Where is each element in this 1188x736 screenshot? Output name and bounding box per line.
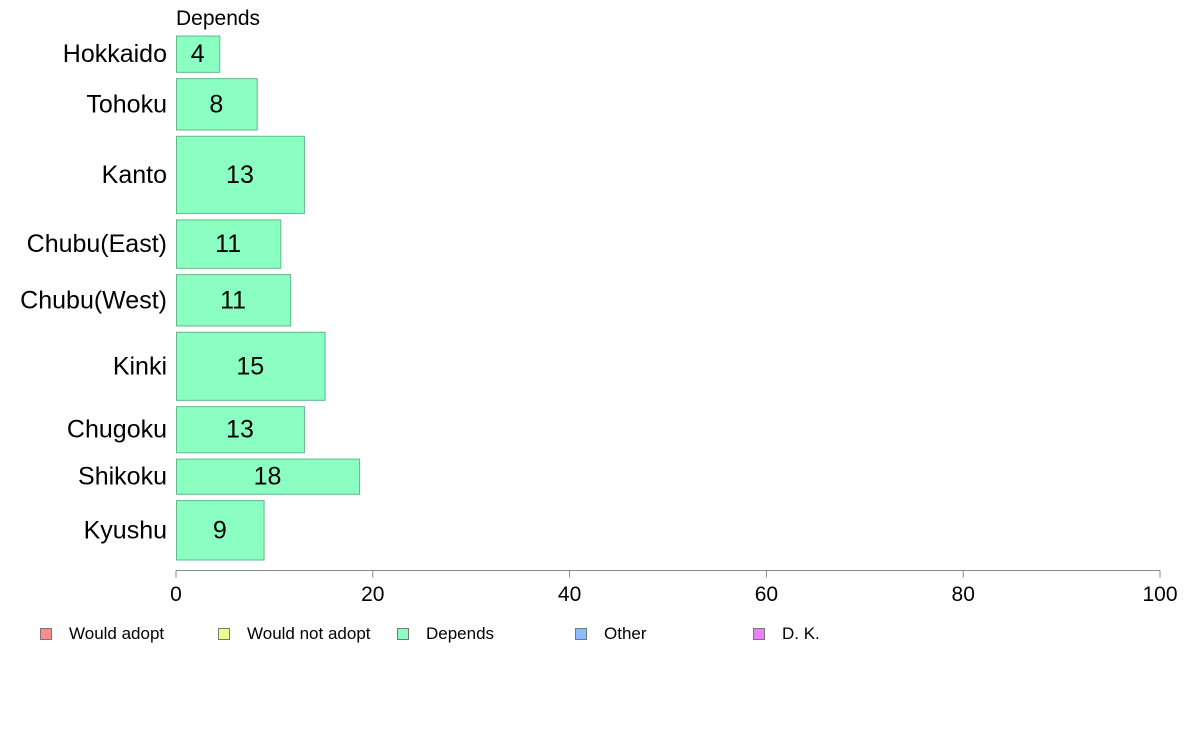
data-label: 11 xyxy=(215,230,241,258)
legend-item: Would not adopt xyxy=(218,624,371,644)
category-label: Chubu(West) xyxy=(20,286,167,314)
bar-kyushu xyxy=(176,500,265,561)
bar-chubu-east xyxy=(176,219,282,269)
category-label: Kinki xyxy=(113,352,167,380)
bar-hokkaido xyxy=(176,35,221,73)
chart-title: Depends xyxy=(176,7,260,30)
legend-item: Would adopt xyxy=(40,624,164,644)
category-label: Chugoku xyxy=(67,416,167,444)
legend-swatch xyxy=(40,628,52,640)
x-tick-label: 80 xyxy=(952,583,975,606)
bar-tohoku xyxy=(176,78,258,131)
x-tick-label: 60 xyxy=(755,583,778,606)
x-tick-label: 20 xyxy=(361,583,384,606)
bar-chubu-west xyxy=(176,274,292,327)
legend-label: D. K. xyxy=(782,624,820,643)
category-label: Kanto xyxy=(102,161,167,189)
legend-label: Other xyxy=(604,624,647,643)
legend-swatch xyxy=(753,628,765,640)
data-label: 11 xyxy=(220,286,246,314)
legend-label: Would not adopt xyxy=(247,624,371,643)
bar-chart: Depends Hokkaido 4 Tohoku 8 Kanto 13 Chubu(East… xyxy=(20,7,1177,606)
bar-kanto xyxy=(176,135,305,215)
legend-label: Would adopt xyxy=(69,624,165,643)
data-label: 9 xyxy=(213,516,227,544)
legend-swatch xyxy=(397,628,409,640)
bar-shikoku xyxy=(176,458,361,495)
legend-swatch xyxy=(575,628,587,640)
x-tick-label: 0 xyxy=(170,583,182,606)
legend-item: D. K. xyxy=(753,624,820,644)
category-label: Shikoku xyxy=(78,463,167,491)
x-tick-label: 40 xyxy=(558,583,581,606)
data-label: 13 xyxy=(226,416,254,444)
data-label: 18 xyxy=(254,463,282,491)
category-label: Kyushu xyxy=(84,516,167,544)
category-label: Hokkaido xyxy=(63,40,167,68)
legend-item: Other xyxy=(575,624,647,644)
data-label: 13 xyxy=(226,161,254,189)
bar-chugoku xyxy=(176,406,305,454)
legend-item: Depends xyxy=(397,624,494,644)
category-label: Tohoku xyxy=(86,90,167,118)
legend-swatch xyxy=(218,628,230,640)
legend-label: Depends xyxy=(426,624,495,643)
data-label: 15 xyxy=(236,352,264,380)
data-label: 4 xyxy=(191,40,205,68)
x-tick-label: 100 xyxy=(1142,583,1177,606)
category-label: Chubu(East) xyxy=(27,230,167,258)
data-label: 8 xyxy=(209,90,223,118)
bar-kinki xyxy=(176,331,326,401)
